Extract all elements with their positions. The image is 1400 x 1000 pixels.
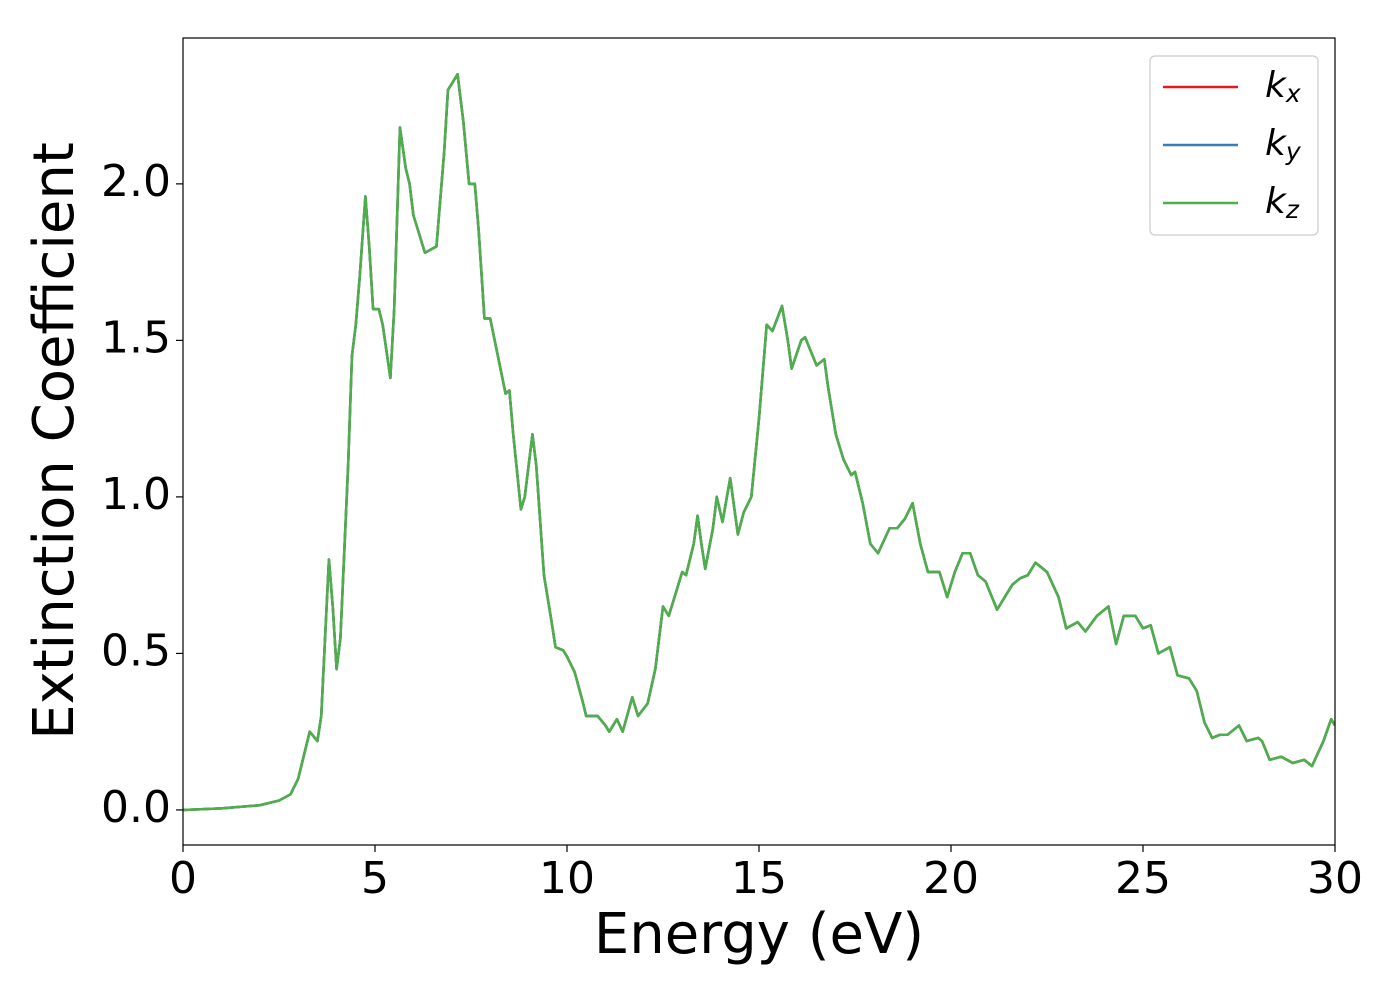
- x-axis-label: Energy (eV): [594, 902, 924, 967]
- x-tick-label: 20: [923, 853, 979, 904]
- x-tick-label: 10: [539, 853, 595, 904]
- legend-label: kz: [1265, 181, 1300, 224]
- y-tick-label: 1.5: [101, 312, 171, 363]
- series-line: [183, 73, 1335, 812]
- x-tick-label: 25: [1115, 853, 1171, 904]
- y-tick-label: 2.0: [101, 156, 171, 207]
- x-tick-label: 15: [731, 853, 787, 904]
- y-tick-label: 1.0: [101, 469, 171, 520]
- plot-frame: [182, 37, 1336, 846]
- y-axis-label: Extinction Coefficient: [22, 142, 87, 740]
- x-tick-label: 30: [1307, 853, 1363, 904]
- legend: kx ky kz: [1149, 55, 1319, 236]
- legend-label: kx: [1265, 65, 1301, 108]
- x-tick-label: 5: [361, 853, 389, 904]
- x-tick-label: 0: [169, 853, 197, 904]
- legend-label: ky: [1265, 123, 1302, 166]
- y-tick-label: 0.0: [101, 782, 171, 833]
- y-tick-label: 0.5: [101, 625, 171, 676]
